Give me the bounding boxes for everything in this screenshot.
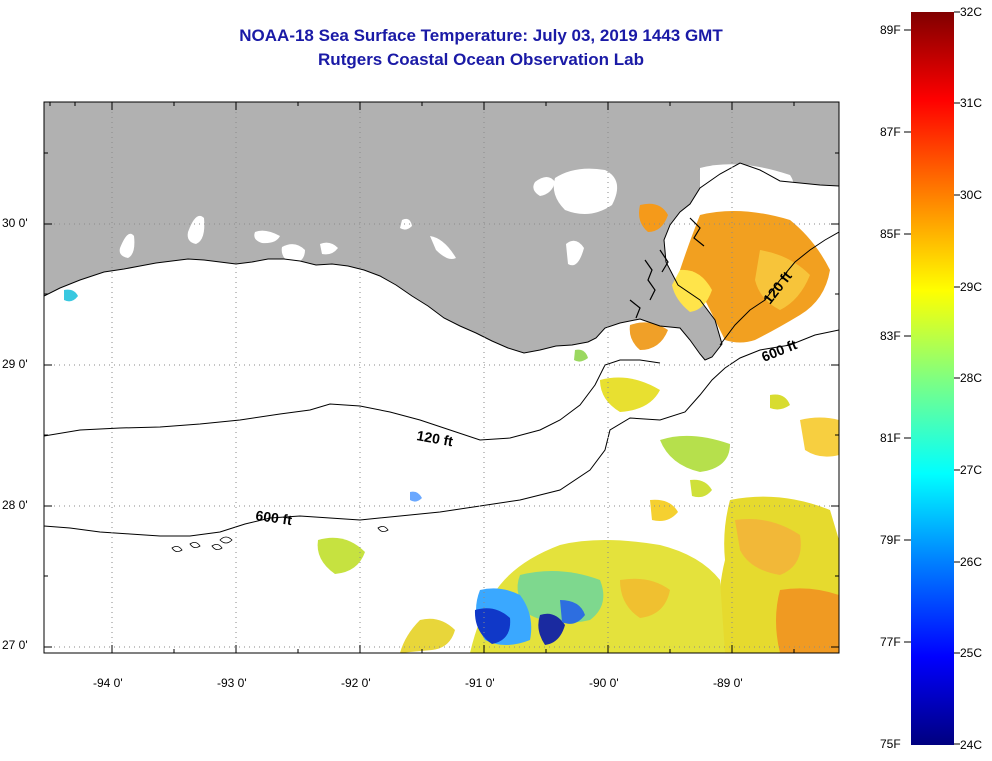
graticule (44, 102, 839, 653)
colorbar-f-label: 77F (880, 635, 901, 649)
colorbar-c-label: 27C (960, 463, 983, 477)
lake (553, 168, 618, 214)
colorbar-c-label: 26C (960, 555, 983, 569)
lon-label: -89 0' (713, 676, 743, 690)
lat-label: 28 0' (2, 498, 28, 512)
colorbar-f-label: 89F (880, 23, 901, 37)
contour-120ft-west (44, 359, 661, 441)
colorbar-f-label: 81F (880, 431, 901, 445)
colorbar-f-label: 79F (880, 533, 901, 547)
lon-label: -93 0' (217, 676, 247, 690)
contour-small-loops (171, 526, 389, 552)
contour-label: 120 ft (415, 427, 454, 449)
contour-600ft-west (44, 329, 839, 537)
lake (533, 177, 555, 196)
lake (320, 242, 338, 255)
colorbar-f-label: 75F (880, 737, 901, 751)
contour-120ft-east (719, 231, 839, 346)
coastline (44, 162, 839, 361)
colorbar-ticks (904, 11, 960, 745)
lake (119, 233, 135, 258)
lake (400, 218, 412, 230)
sst-data-patches (64, 203, 839, 653)
colorbar-c-label: 25C (960, 646, 983, 660)
colorbar-c-label: 32C (960, 5, 983, 19)
colorbar-c-label: 28C (960, 371, 983, 385)
lake (254, 230, 280, 244)
marsh-detail (629, 217, 705, 319)
lat-label: 30 0' (2, 216, 28, 230)
colorbar-c-label: 29C (960, 280, 983, 294)
lake (566, 240, 584, 266)
colorbar-f-label: 87F (880, 125, 901, 139)
map-title: NOAA-18 Sea Surface Temperature: July 03… (239, 26, 723, 45)
lake (187, 215, 205, 244)
axis-ticks (44, 102, 839, 653)
map-subtitle: Rutgers Coastal Ocean Observation Lab (318, 50, 644, 69)
lake (700, 164, 794, 192)
lon-label: -92 0' (341, 676, 371, 690)
lon-label: -90 0' (589, 676, 619, 690)
colorbar-c-label: 31C (960, 96, 983, 110)
lat-label: 27 0' (2, 638, 28, 652)
lat-label: 29 0' (2, 357, 28, 371)
land-mass (44, 102, 839, 360)
colorbar-c-label: 30C (960, 188, 983, 202)
contour-label: 600 ft (255, 507, 294, 528)
lon-label: -94 0' (93, 676, 123, 690)
lon-label: -91 0' (465, 676, 495, 690)
colorbar (911, 12, 954, 745)
colorbar-c-label: 24C (960, 738, 983, 752)
map-frame (43, 101, 840, 654)
colorbar-f-label: 85F (880, 227, 901, 241)
colorbar-f-label: 83F (880, 329, 901, 343)
lake (430, 236, 456, 259)
